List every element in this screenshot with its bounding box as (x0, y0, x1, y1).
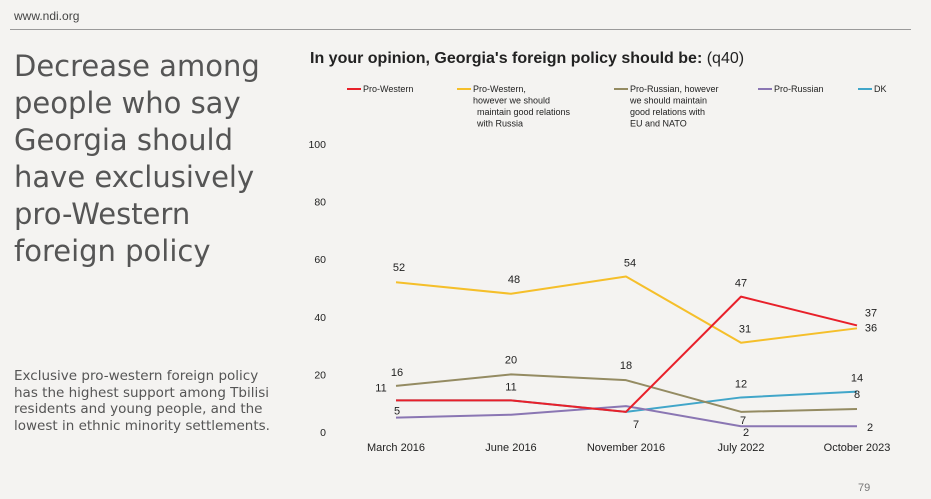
slide-body-text: Exclusive pro-western foreign policy has… (14, 368, 270, 434)
legend-label: with Russia (476, 119, 523, 129)
data-label: 7 (740, 415, 746, 427)
y-tick-label: 20 (314, 369, 326, 381)
series-line (395, 405, 857, 428)
series-line (395, 373, 858, 413)
data-label: 36 (865, 322, 877, 334)
chart-title-bold: In your opinion, Georgia's foreign polic… (310, 50, 703, 67)
legend-label: however we should (473, 96, 550, 106)
data-label: 47 (735, 278, 747, 290)
x-tick-label: November 2016 (587, 442, 665, 454)
x-tick-label: October 2023 (824, 442, 891, 454)
x-tick-label: June 2016 (485, 442, 536, 454)
chart-title: In your opinion, Georgia's foreign polic… (310, 50, 744, 68)
legend-label: we should maintain (629, 96, 707, 106)
y-tick-label: 60 (314, 254, 326, 266)
legend-label: maintain good relations (477, 107, 571, 117)
y-tick-label: 80 (314, 197, 326, 209)
x-tick-label: July 2022 (717, 442, 764, 454)
site-url[interactable]: www.ndi.org (14, 9, 80, 23)
data-label: 11 (505, 381, 516, 393)
data-label: 52 (393, 262, 405, 274)
data-label: 11 (375, 382, 386, 394)
y-tick-label: 100 (308, 139, 326, 151)
series-line (395, 275, 858, 344)
slide-headline: Decrease among people who say Georgia sh… (14, 49, 260, 268)
legend-label: DK (874, 84, 887, 94)
legend-label: good relations with (630, 107, 705, 117)
legend-label: Pro-Western, (473, 84, 526, 94)
series-line (396, 390, 858, 413)
x-tick-label: March 2016 (367, 442, 425, 454)
legend-label: EU and NATO (630, 119, 687, 129)
data-label: 14 (851, 373, 863, 385)
data-label: 31 (739, 324, 751, 336)
data-label: 2 (867, 422, 873, 434)
header-divider (10, 29, 911, 30)
chart-title-question: (q40) (706, 50, 745, 67)
data-label: 54 (624, 257, 636, 269)
data-label: 2 (743, 427, 749, 439)
legend-label: Pro-Western (363, 84, 413, 94)
data-label: 20 (505, 354, 517, 366)
data-label: 8 (854, 389, 860, 401)
data-label: 18 (620, 360, 632, 372)
y-tick-label: 40 (314, 312, 326, 324)
data-label: 5 (394, 406, 400, 418)
data-label: 7 (633, 419, 639, 431)
y-tick-label: 0 (320, 427, 326, 439)
legend-label: Pro-Russian, however (630, 84, 719, 94)
data-label: 37 (865, 307, 877, 319)
data-label: 48 (508, 274, 520, 286)
page-number: 79 (858, 482, 871, 494)
data-label: 12 (735, 378, 747, 390)
series-line (396, 295, 858, 413)
legend-label: Pro-Russian (774, 84, 824, 94)
data-label: 16 (391, 367, 403, 379)
